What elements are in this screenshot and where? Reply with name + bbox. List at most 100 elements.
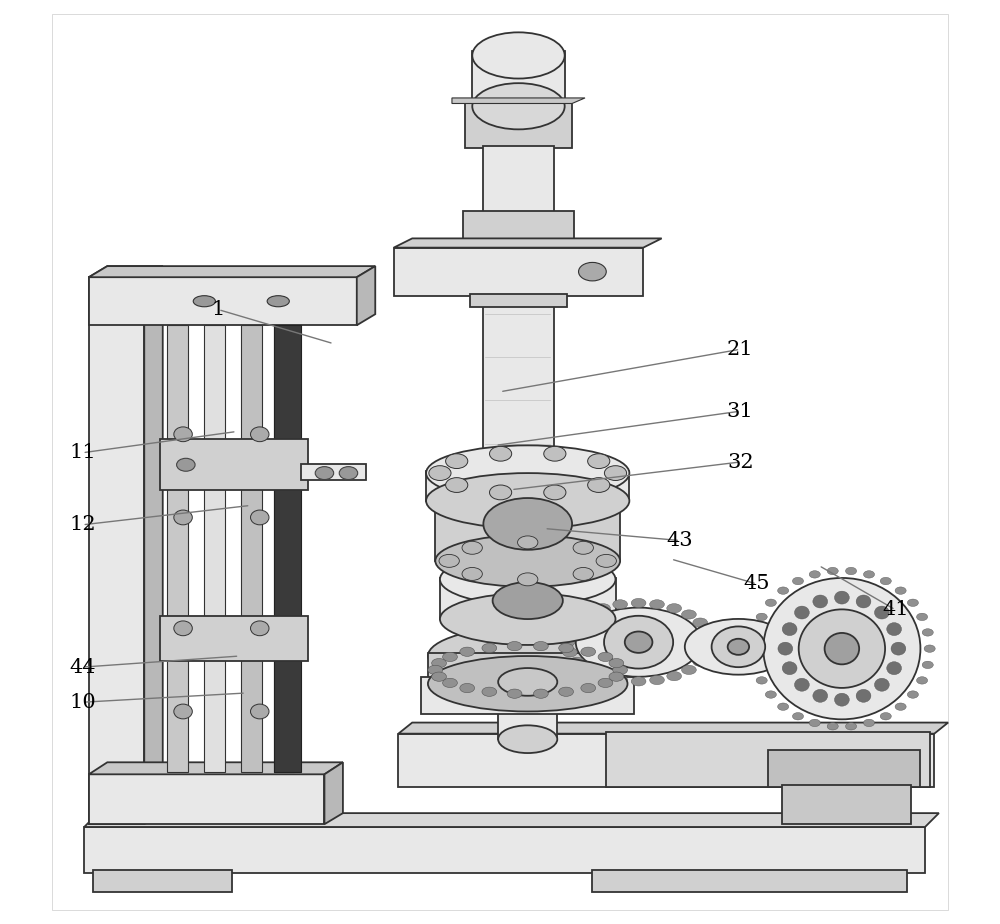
Bar bbox=[606, 732, 930, 787]
Ellipse shape bbox=[799, 610, 885, 687]
Ellipse shape bbox=[749, 645, 760, 652]
Ellipse shape bbox=[922, 662, 933, 669]
Ellipse shape bbox=[462, 541, 482, 554]
Ellipse shape bbox=[251, 427, 269, 442]
Polygon shape bbox=[84, 827, 925, 873]
Ellipse shape bbox=[251, 510, 269, 525]
Ellipse shape bbox=[856, 595, 871, 608]
Polygon shape bbox=[274, 325, 294, 772]
Ellipse shape bbox=[795, 678, 809, 691]
Ellipse shape bbox=[874, 678, 889, 691]
Ellipse shape bbox=[887, 623, 902, 636]
Polygon shape bbox=[398, 723, 948, 734]
Ellipse shape bbox=[596, 554, 616, 567]
Ellipse shape bbox=[827, 723, 838, 730]
Ellipse shape bbox=[880, 578, 891, 585]
Ellipse shape bbox=[439, 554, 459, 567]
Text: 32: 32 bbox=[727, 453, 754, 471]
Ellipse shape bbox=[428, 665, 443, 675]
Ellipse shape bbox=[685, 619, 792, 675]
Ellipse shape bbox=[809, 571, 820, 578]
Bar bbox=[428, 653, 628, 684]
Ellipse shape bbox=[576, 608, 701, 676]
Ellipse shape bbox=[482, 643, 497, 652]
Ellipse shape bbox=[792, 578, 804, 585]
Ellipse shape bbox=[907, 691, 918, 699]
Bar bbox=[426, 471, 629, 501]
Text: 12: 12 bbox=[69, 516, 96, 534]
Ellipse shape bbox=[443, 678, 457, 687]
Ellipse shape bbox=[891, 642, 906, 655]
Ellipse shape bbox=[533, 641, 548, 650]
Ellipse shape bbox=[895, 587, 906, 594]
Ellipse shape bbox=[682, 610, 696, 619]
Polygon shape bbox=[167, 325, 188, 772]
Ellipse shape bbox=[625, 631, 652, 653]
Ellipse shape bbox=[813, 689, 828, 702]
Ellipse shape bbox=[174, 704, 192, 719]
Ellipse shape bbox=[518, 536, 538, 549]
Ellipse shape bbox=[462, 567, 482, 580]
Polygon shape bbox=[204, 325, 225, 772]
Ellipse shape bbox=[507, 689, 522, 699]
Ellipse shape bbox=[613, 675, 628, 685]
Polygon shape bbox=[394, 238, 662, 248]
Ellipse shape bbox=[700, 627, 715, 637]
Bar bbox=[463, 211, 574, 249]
Ellipse shape bbox=[712, 626, 765, 667]
Ellipse shape bbox=[446, 454, 468, 468]
Text: 11: 11 bbox=[69, 444, 96, 462]
Ellipse shape bbox=[834, 591, 849, 604]
Ellipse shape bbox=[472, 32, 565, 79]
Ellipse shape bbox=[693, 618, 708, 627]
Ellipse shape bbox=[426, 473, 629, 529]
Ellipse shape bbox=[498, 725, 557, 753]
Ellipse shape bbox=[846, 567, 857, 575]
Ellipse shape bbox=[596, 603, 610, 613]
Ellipse shape bbox=[490, 485, 512, 500]
Ellipse shape bbox=[778, 642, 793, 655]
Ellipse shape bbox=[426, 445, 629, 501]
Ellipse shape bbox=[922, 628, 933, 636]
Ellipse shape bbox=[579, 262, 606, 281]
Ellipse shape bbox=[339, 467, 358, 480]
Ellipse shape bbox=[825, 633, 859, 664]
Polygon shape bbox=[301, 464, 366, 480]
Polygon shape bbox=[89, 774, 324, 824]
Ellipse shape bbox=[177, 458, 195, 471]
Ellipse shape bbox=[174, 510, 192, 525]
Ellipse shape bbox=[472, 83, 565, 129]
Ellipse shape bbox=[460, 684, 475, 693]
Ellipse shape bbox=[544, 485, 566, 500]
Ellipse shape bbox=[856, 689, 871, 702]
Ellipse shape bbox=[682, 665, 696, 675]
Ellipse shape bbox=[667, 672, 682, 681]
Text: 21: 21 bbox=[727, 340, 754, 359]
Ellipse shape bbox=[483, 498, 572, 550]
Ellipse shape bbox=[570, 657, 584, 666]
Ellipse shape bbox=[482, 687, 497, 697]
Ellipse shape bbox=[435, 535, 620, 587]
Polygon shape bbox=[452, 98, 585, 103]
Ellipse shape bbox=[700, 648, 715, 657]
Ellipse shape bbox=[809, 719, 820, 726]
Ellipse shape bbox=[613, 600, 628, 609]
Ellipse shape bbox=[432, 672, 446, 681]
Ellipse shape bbox=[756, 614, 767, 621]
Ellipse shape bbox=[544, 446, 566, 461]
Ellipse shape bbox=[493, 582, 563, 619]
Bar bbox=[768, 750, 920, 787]
Ellipse shape bbox=[693, 657, 708, 666]
Ellipse shape bbox=[315, 467, 334, 480]
Text: 44: 44 bbox=[69, 658, 96, 676]
Polygon shape bbox=[93, 870, 232, 892]
Bar bbox=[472, 51, 565, 106]
Ellipse shape bbox=[429, 466, 451, 480]
Ellipse shape bbox=[750, 628, 762, 636]
Text: 31: 31 bbox=[727, 402, 754, 420]
Ellipse shape bbox=[778, 587, 789, 594]
Ellipse shape bbox=[917, 614, 928, 621]
Ellipse shape bbox=[604, 615, 673, 669]
Ellipse shape bbox=[782, 623, 797, 636]
Ellipse shape bbox=[559, 643, 573, 652]
